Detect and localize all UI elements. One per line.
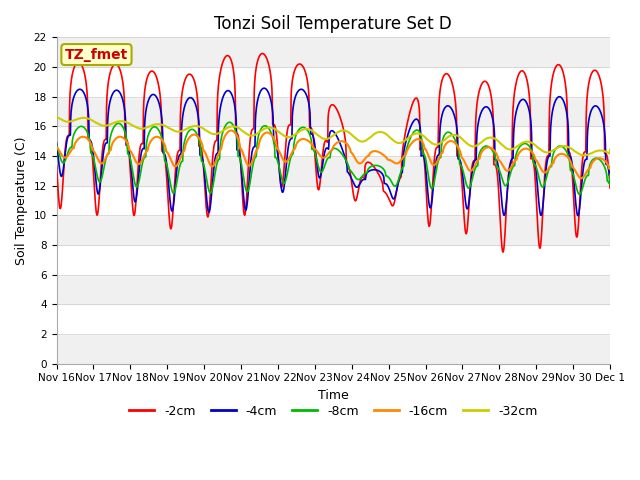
Bar [56,245,610,275]
Bar [56,67,610,96]
Y-axis label: Soil Temperature (C): Soil Temperature (C) [15,136,28,265]
X-axis label: Time: Time [318,389,349,402]
Title: Tonzi Soil Temperature Set D: Tonzi Soil Temperature Set D [214,15,452,33]
Bar [56,275,610,304]
Bar [56,96,610,126]
Bar [56,126,610,156]
Bar [56,156,610,186]
Bar [56,186,610,216]
Bar [56,304,610,334]
Bar [56,37,610,67]
Text: TZ_fmet: TZ_fmet [65,48,128,61]
Bar [56,334,610,364]
Legend: -2cm, -4cm, -8cm, -16cm, -32cm: -2cm, -4cm, -8cm, -16cm, -32cm [124,400,543,423]
Bar [56,216,610,245]
